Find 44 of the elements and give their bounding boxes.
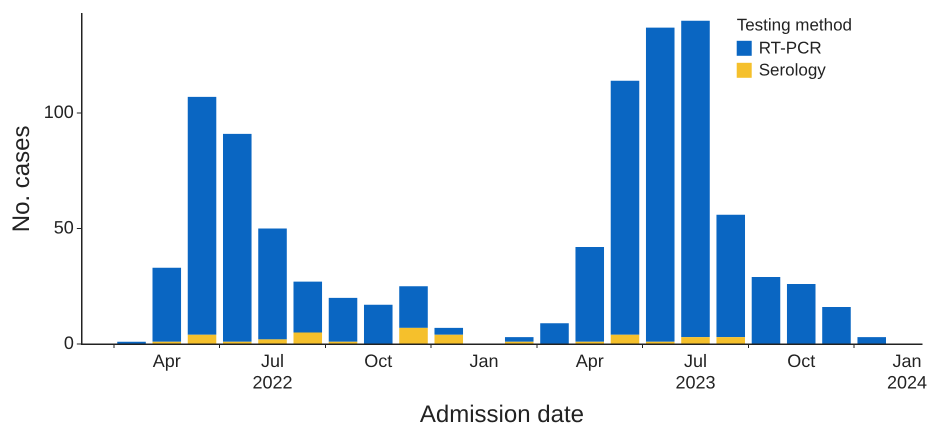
bar bbox=[716, 214, 746, 338]
x-tick-label: Jul 2022 bbox=[252, 350, 293, 392]
bar bbox=[540, 323, 569, 344]
y-tick-label: 100 bbox=[44, 102, 74, 122]
bar bbox=[399, 286, 428, 328]
bar bbox=[752, 277, 780, 344]
bar bbox=[152, 268, 182, 342]
y-tick-label: 0 bbox=[64, 332, 74, 353]
x-tick-label: Oct bbox=[787, 350, 816, 371]
bar bbox=[293, 332, 322, 344]
x-tick-label: Apr bbox=[576, 350, 604, 371]
bar bbox=[786, 284, 816, 344]
bar bbox=[293, 282, 322, 332]
bar bbox=[822, 307, 851, 344]
x-axis-title: Admission date bbox=[420, 401, 584, 428]
bar bbox=[258, 228, 287, 340]
bar bbox=[504, 337, 534, 342]
bar bbox=[857, 337, 886, 344]
bar bbox=[646, 28, 675, 342]
bar bbox=[328, 298, 358, 342]
bar bbox=[364, 304, 393, 344]
legend-label: Serology bbox=[758, 60, 826, 80]
y-tick-label: 50 bbox=[54, 218, 74, 238]
bar bbox=[575, 247, 604, 342]
bar bbox=[610, 334, 640, 344]
x-tick-label: Apr bbox=[152, 350, 181, 371]
bar bbox=[681, 337, 710, 344]
bar bbox=[434, 328, 464, 335]
bar bbox=[610, 80, 640, 335]
legend-title: Testing method bbox=[736, 15, 852, 34]
bar bbox=[716, 337, 746, 344]
x-tick-label: Jan 2024 bbox=[886, 350, 927, 392]
x-tick-label: Oct bbox=[364, 350, 392, 371]
bar bbox=[681, 20, 710, 338]
x-tick-label: Jan bbox=[469, 350, 499, 371]
x-tick-label: Jul 2023 bbox=[675, 350, 716, 392]
bar bbox=[434, 334, 464, 344]
bar bbox=[258, 339, 287, 344]
bar bbox=[399, 328, 428, 344]
bar bbox=[188, 334, 216, 344]
bar bbox=[222, 134, 252, 342]
y-axis-title: No. cases bbox=[8, 126, 36, 232]
legend-label: RT-PCR bbox=[758, 38, 822, 58]
bar bbox=[188, 96, 216, 335]
